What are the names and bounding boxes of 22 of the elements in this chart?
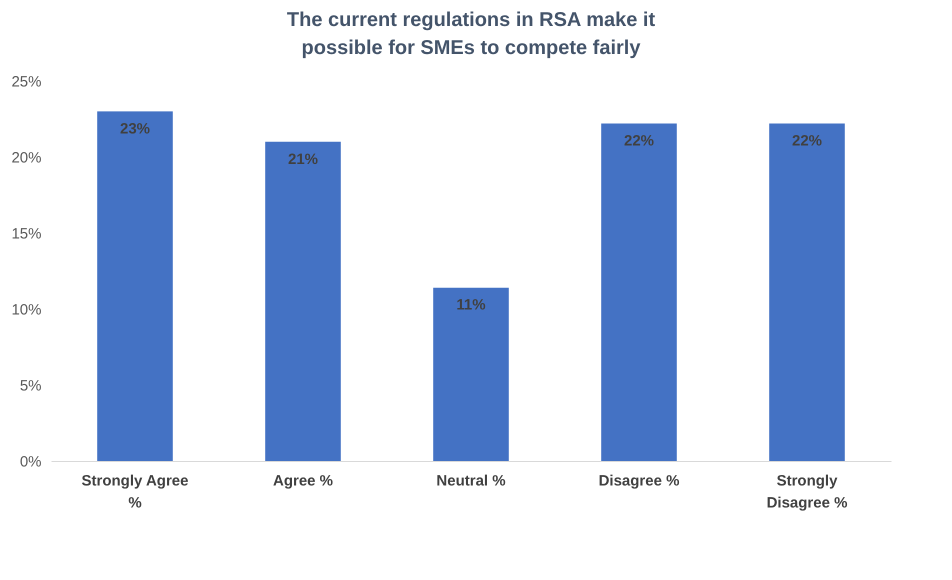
data-label: 23% xyxy=(120,120,150,138)
y-tick-label: 0% xyxy=(20,454,42,470)
y-tick-label: 15% xyxy=(11,226,42,242)
bar xyxy=(433,288,509,461)
bar xyxy=(265,142,341,461)
y-tick-label: 20% xyxy=(11,150,42,166)
x-tick-label: Strongly Agree % xyxy=(82,472,188,512)
y-tick-label: 10% xyxy=(11,302,42,318)
data-label: 22% xyxy=(792,132,822,150)
x-tick-label: Disagree % xyxy=(598,472,680,490)
bar xyxy=(769,124,845,461)
bar xyxy=(601,124,677,461)
y-tick-label: 25% xyxy=(11,74,42,90)
x-tick-label: Agree % xyxy=(272,472,334,490)
data-label: 11% xyxy=(456,296,486,314)
chart-title: The current regulations in RSA make it possible for SMEs to compete fairly xyxy=(286,9,656,59)
data-label: 22% xyxy=(624,132,654,150)
x-tick-label: Neutral % xyxy=(436,472,506,490)
data-label: 21% xyxy=(288,150,318,168)
x-tick-label: Strongly Disagree % xyxy=(766,472,848,512)
bar xyxy=(97,111,173,461)
y-tick-label: 5% xyxy=(20,378,42,394)
